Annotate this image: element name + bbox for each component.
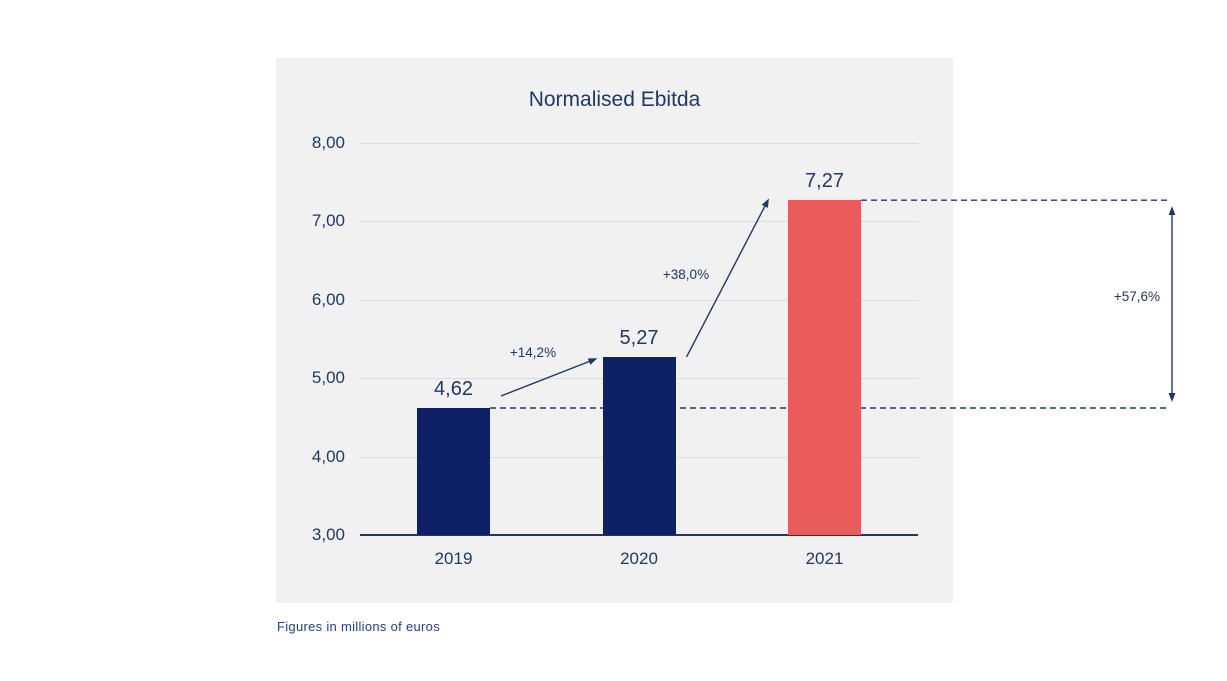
y-axis-label: 4,00 bbox=[311, 446, 345, 466]
gridline bbox=[360, 299, 918, 301]
chart-footnote: Figures in millions of euros bbox=[277, 619, 441, 634]
x-axis-line bbox=[360, 534, 918, 536]
y-axis-label: 5,00 bbox=[311, 368, 345, 388]
y-axis-label: 6,00 bbox=[311, 289, 345, 309]
x-axis-label: 2021 bbox=[805, 549, 844, 568]
growth-annotation-2019-2020: +14,2% bbox=[509, 345, 557, 360]
x-axis-label: 2020 bbox=[620, 549, 658, 568]
growth-arrow-2020-2021 bbox=[685, 198, 769, 358]
growth-annotation-total: +57,6% bbox=[1113, 289, 1160, 304]
bar-value-label: 7,27 bbox=[805, 170, 844, 193]
bar-value-label: 4,62 bbox=[434, 377, 473, 400]
bar-2019 bbox=[417, 407, 490, 535]
bar-2021 bbox=[788, 200, 861, 535]
y-axis-label: 7,00 bbox=[311, 211, 345, 231]
gridline bbox=[360, 143, 918, 144]
growth-annotation-2020-2021: +38,0% bbox=[662, 267, 710, 282]
y-axis-label: 3,00 bbox=[311, 525, 345, 544]
chart-panel: Normalised Ebitda 3,00 4,00 5,00 6,00 7,00 8,… bbox=[276, 58, 953, 603]
gridline bbox=[360, 221, 918, 223]
y-axis-label: 8,00 bbox=[311, 133, 345, 152]
chart-title: Normalised Ebitda bbox=[528, 88, 701, 111]
x-axis-label: 2019 bbox=[434, 549, 473, 568]
plot-area: 3,00 4,00 5,00 6,00 7,00 8,00 4,62 2019 5,27 2020… bbox=[276, 58, 953, 603]
bar-value-label: 5,27 bbox=[619, 327, 659, 350]
bar-2020 bbox=[602, 357, 676, 535]
growth-arrow-2019-2020 bbox=[500, 358, 598, 397]
